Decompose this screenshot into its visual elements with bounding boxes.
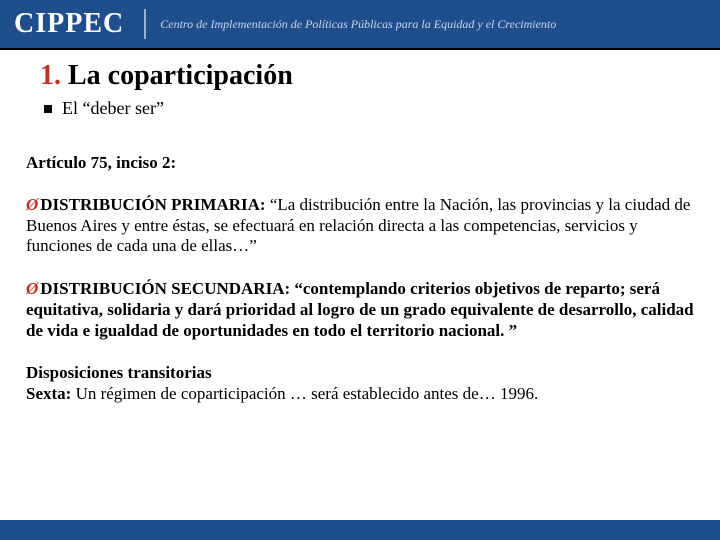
sexta-label: Sexta: xyxy=(26,384,71,403)
header-tagline: Centro de Implementación de Políticas Pú… xyxy=(160,17,556,32)
disposiciones-heading: Disposiciones transitorias xyxy=(26,363,212,382)
footer-bar xyxy=(0,520,720,540)
header-bar: CIPPEC Centro de Implementación de Polít… xyxy=(0,0,720,48)
dist-primaria-paragraph: ØDISTRIBUCIÓN PRIMARIA: “La distribución… xyxy=(26,195,694,257)
disposiciones-paragraph: Disposiciones transitorias Sexta: Un rég… xyxy=(26,363,694,404)
dist-secundaria-paragraph: ØDISTRIBUCIÓN SECUNDARIA: “contemplando … xyxy=(26,279,694,341)
title-number: 1. xyxy=(40,60,61,91)
dist-primaria-label: DISTRIBUCIÓN PRIMARIA: xyxy=(40,195,265,214)
article-heading: Artículo 75, inciso 2: xyxy=(26,153,694,173)
sexta-body: Un régimen de coparticipación … será est… xyxy=(71,384,538,403)
slide-content: 1. La coparticipación El “deber ser” Art… xyxy=(0,50,720,405)
chevron-icon: Ø xyxy=(26,279,38,298)
slide-title: 1. La coparticipación xyxy=(40,60,694,92)
chevron-icon: Ø xyxy=(26,195,38,214)
title-text: La coparticipación xyxy=(68,60,293,91)
square-bullet-icon xyxy=(44,105,52,113)
dist-secundaria-label: DISTRIBUCIÓN SECUNDARIA: xyxy=(40,279,290,298)
logo-text: CIPPEC xyxy=(14,8,124,40)
header-divider xyxy=(144,9,146,39)
bullet-line: El “deber ser” xyxy=(44,98,694,119)
bullet-text: El “deber ser” xyxy=(62,98,164,119)
